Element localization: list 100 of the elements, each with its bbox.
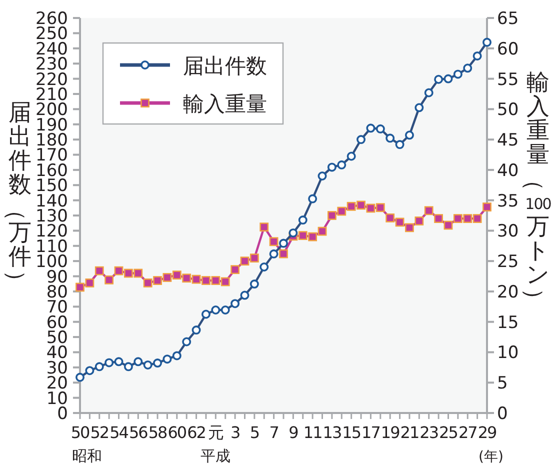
point xyxy=(356,135,366,144)
point xyxy=(444,74,453,84)
x-tick-label: 52 xyxy=(90,423,109,442)
point xyxy=(463,214,472,223)
point xyxy=(94,362,104,372)
point xyxy=(114,357,124,366)
point xyxy=(404,130,414,140)
point xyxy=(76,372,84,382)
point xyxy=(386,213,395,222)
x-tick-label: 62 xyxy=(187,423,206,442)
point xyxy=(356,200,366,210)
y2-tick-label: 30 xyxy=(497,222,519,242)
point xyxy=(346,202,356,211)
text: 昭和 xyxy=(72,447,102,465)
point xyxy=(298,231,308,240)
point xyxy=(327,162,336,172)
point xyxy=(104,358,114,368)
x-tick-label: 58 xyxy=(148,423,168,442)
y2-tick-label: 20 xyxy=(497,282,519,302)
point xyxy=(230,299,240,308)
point xyxy=(220,305,230,314)
y2-tick-label: 0 xyxy=(497,404,508,424)
x-tick-label: 50 xyxy=(70,423,90,442)
x-tick-label: 11 xyxy=(303,423,322,442)
point xyxy=(424,206,434,216)
point xyxy=(143,278,152,288)
point xyxy=(453,214,462,223)
point xyxy=(328,211,336,220)
point xyxy=(376,124,385,134)
point xyxy=(192,274,201,284)
point xyxy=(298,216,308,225)
point xyxy=(434,74,444,84)
point xyxy=(482,38,492,47)
y2-tick-label: 10 xyxy=(497,343,519,364)
point xyxy=(346,152,356,161)
point xyxy=(104,275,114,284)
x-tick-label: 13 xyxy=(322,423,342,442)
point xyxy=(182,274,192,283)
x-tick-label: 19 xyxy=(380,423,400,442)
y2-tick-label: 65 xyxy=(497,9,519,29)
point xyxy=(162,273,172,282)
point xyxy=(260,262,269,272)
point xyxy=(250,280,259,289)
point xyxy=(182,337,192,346)
point xyxy=(366,124,376,133)
point xyxy=(134,357,143,366)
point xyxy=(318,172,327,180)
point xyxy=(308,232,318,242)
point xyxy=(337,160,346,170)
y2-tick-label: 15 xyxy=(497,312,519,333)
text: 平成 xyxy=(200,447,231,465)
x-tick-label: 54 xyxy=(110,423,129,442)
point xyxy=(337,206,346,216)
point xyxy=(250,254,259,262)
point xyxy=(472,214,482,223)
point xyxy=(444,220,453,230)
x-tick-label: 5 xyxy=(250,423,260,442)
point xyxy=(202,276,210,285)
x-tick-label: 23 xyxy=(420,423,438,442)
y2-tick-label: 40 xyxy=(497,160,519,181)
point xyxy=(85,366,94,376)
point xyxy=(395,140,404,150)
point xyxy=(85,278,94,288)
point xyxy=(220,277,230,286)
x-tick-label: 21 xyxy=(400,423,419,442)
x-tick-label: 3 xyxy=(230,423,240,442)
point xyxy=(211,276,220,285)
point xyxy=(143,360,152,370)
x-tick-label: 15 xyxy=(342,423,361,442)
x-tick-label: 27 xyxy=(458,423,477,442)
y2-tick-label: 50 xyxy=(497,100,519,120)
point xyxy=(260,222,269,232)
point xyxy=(269,237,278,246)
point xyxy=(386,134,395,143)
point xyxy=(172,270,182,280)
x-tick-label: 60 xyxy=(168,423,187,442)
point xyxy=(308,194,318,204)
x-tick-label: 9 xyxy=(288,423,299,442)
point xyxy=(376,203,385,212)
point xyxy=(124,268,133,278)
point xyxy=(472,51,482,60)
point xyxy=(240,290,250,300)
x-tick-label: 7 xyxy=(269,423,278,442)
x-tick-label: 29 xyxy=(478,423,497,442)
point xyxy=(482,202,492,212)
point xyxy=(162,354,172,364)
y-tick-label: 0 xyxy=(57,404,68,424)
y2-tick-label: 25 xyxy=(497,252,519,272)
point xyxy=(201,310,210,319)
y2-tick-label: 45 xyxy=(497,130,519,151)
point xyxy=(414,103,424,112)
legend-label: 届出件数 xyxy=(183,54,267,78)
x-tick-label: 25 xyxy=(439,423,458,442)
x-tick-label: 17 xyxy=(362,423,380,442)
point xyxy=(453,70,462,79)
text: 輸入重量（100万トン） xyxy=(520,70,551,311)
point xyxy=(192,326,201,335)
point xyxy=(269,249,278,258)
y2-tick-label: 55 xyxy=(497,70,519,90)
point xyxy=(414,216,424,226)
